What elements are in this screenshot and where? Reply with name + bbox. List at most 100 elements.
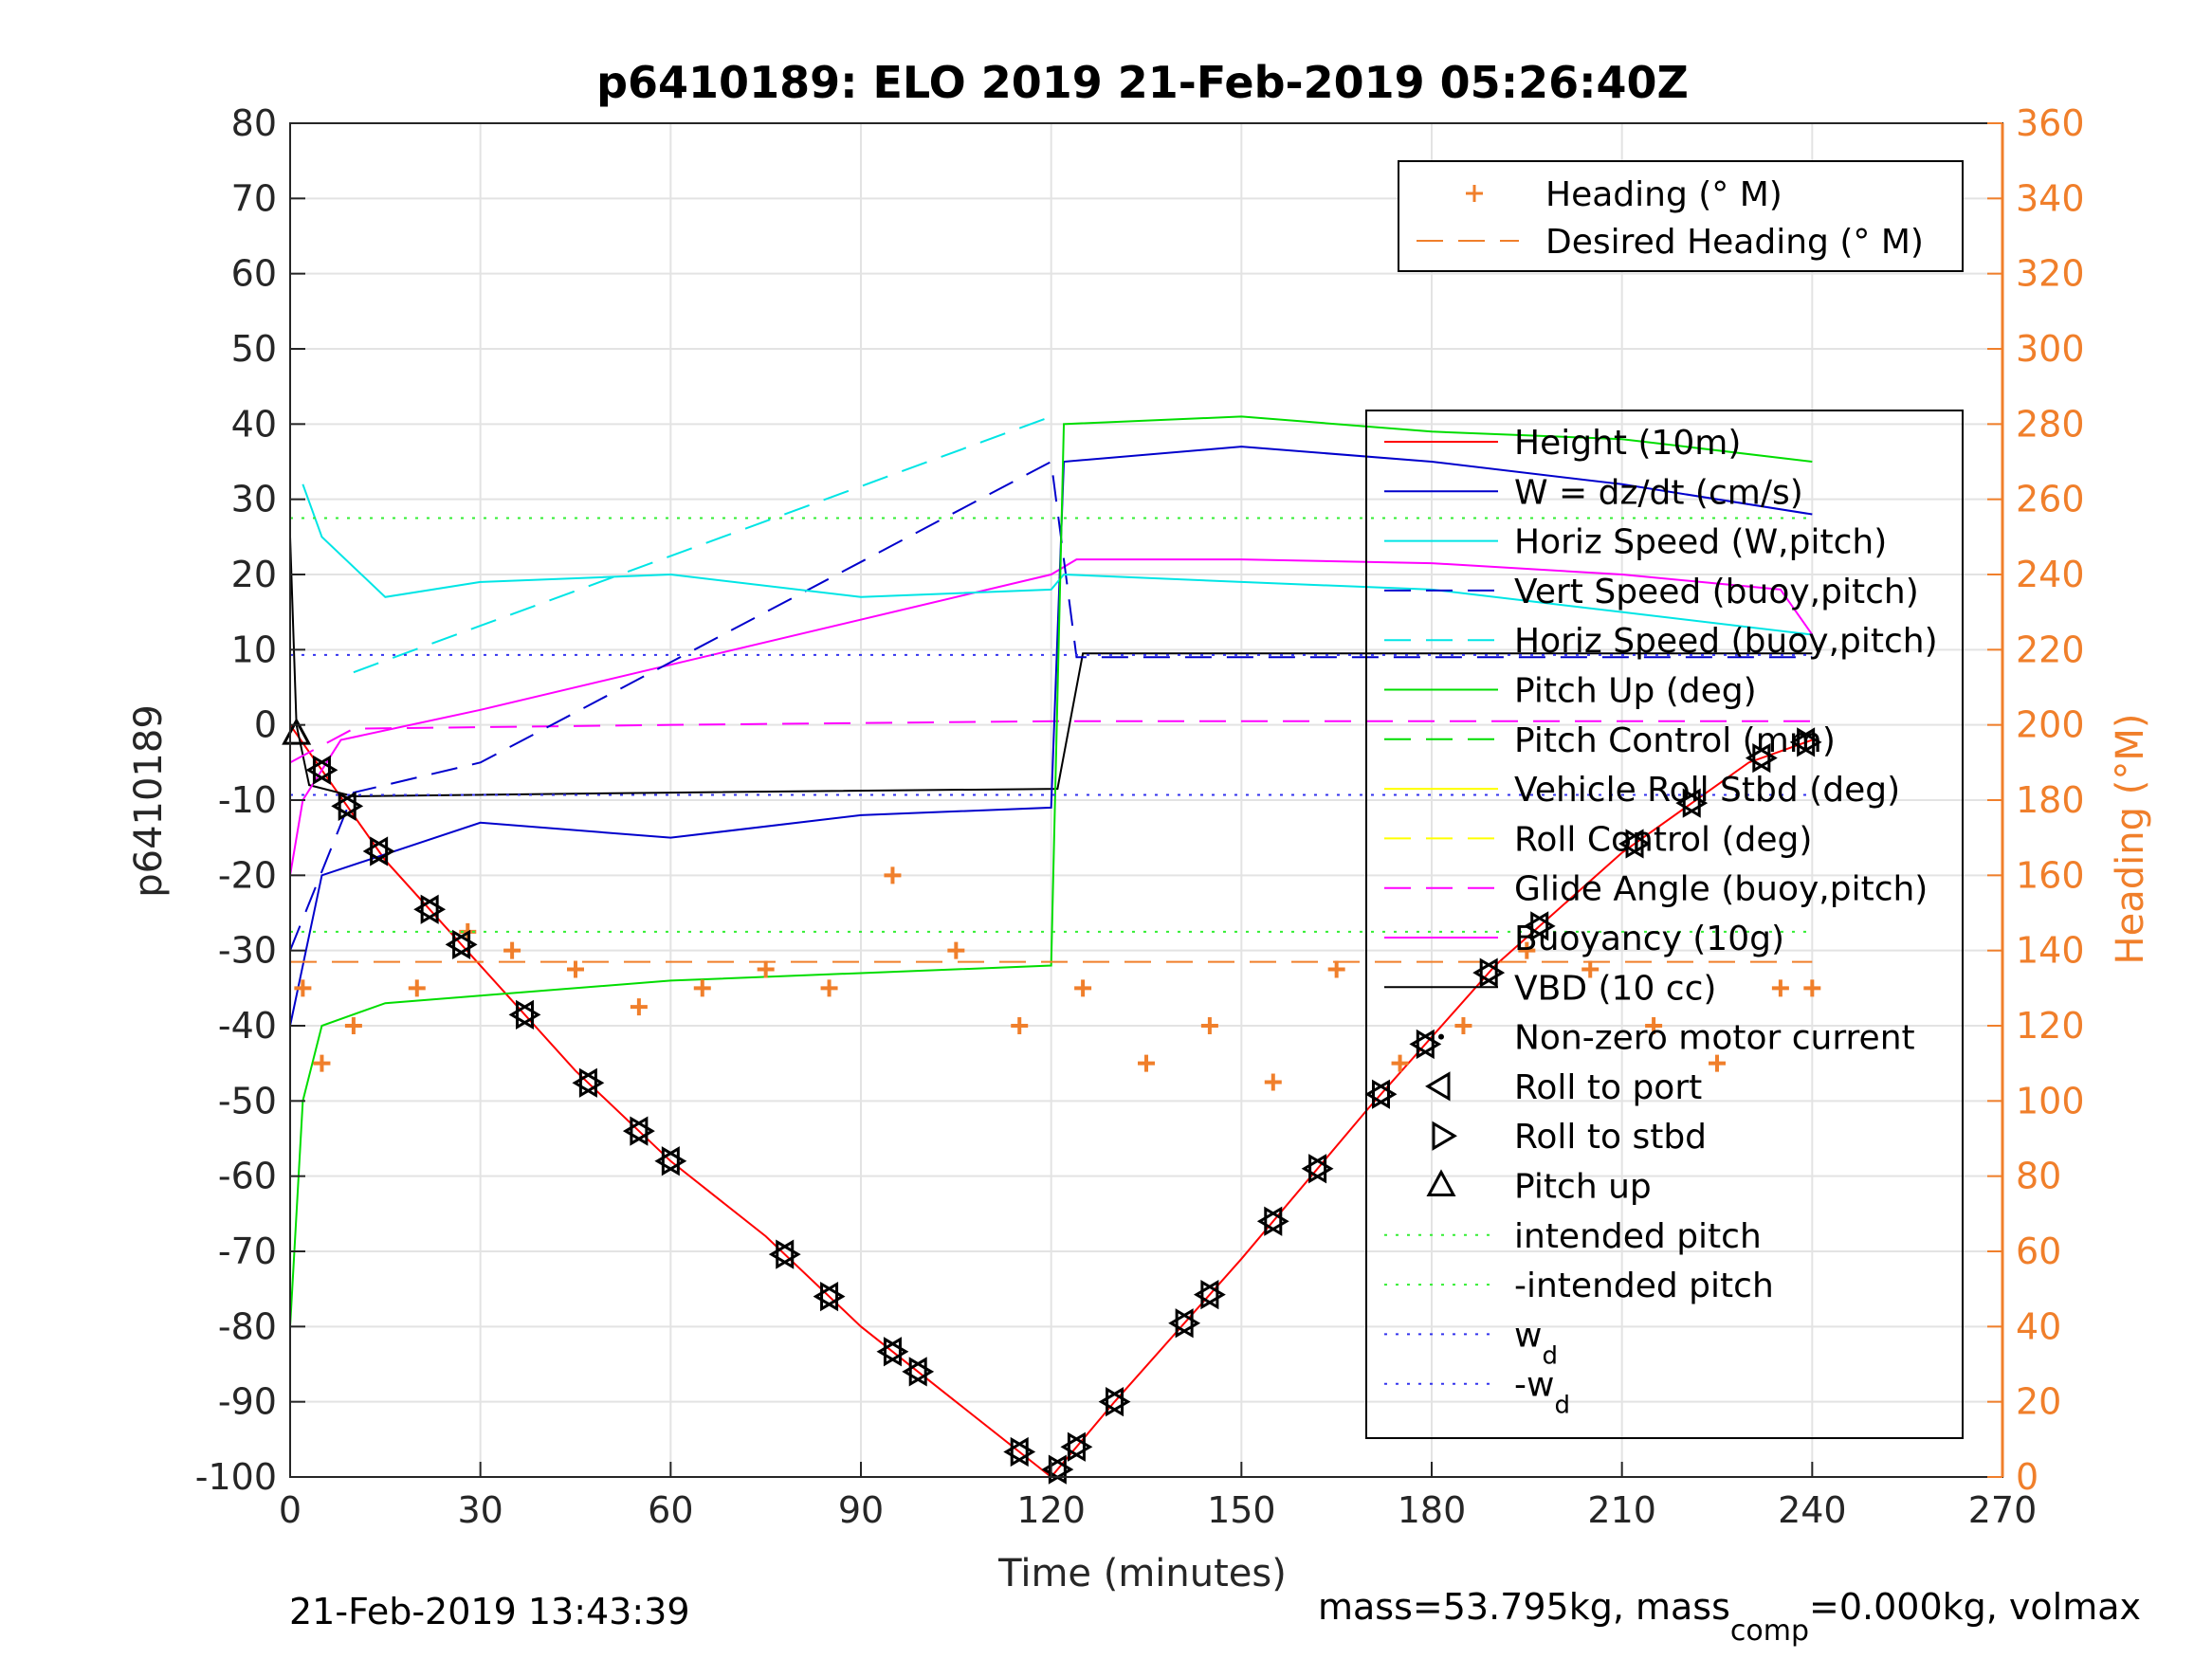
roll-to-port-marker	[1060, 1431, 1086, 1462]
y-axis-left: 80 70 60 50 40 30 20 10 0 -10 -20 -30 -40 -50 -60 -70 -8…	[195, 102, 305, 1498]
heading-point	[1200, 1017, 1218, 1034]
series-vbd-10-cc	[289, 537, 1813, 798]
y2-tick-label: 320	[2016, 253, 2085, 295]
legend-swatch	[1438, 1033, 1444, 1040]
heading-point	[1709, 1054, 1726, 1072]
heading-point	[1138, 1054, 1155, 1072]
roll-to-port-marker	[902, 1357, 927, 1387]
legend-label: Pitch Up (deg)	[1514, 672, 1757, 711]
roll-to-port-marker	[1618, 829, 1644, 859]
roll-to-port-marker	[1364, 1079, 1390, 1109]
y2-tick-label: 40	[2016, 1305, 2061, 1347]
x-tick-label: 270	[1968, 1489, 2038, 1531]
roll-to-port-marker	[1041, 1454, 1067, 1485]
roll-to-stbd-marker	[1067, 1431, 1093, 1462]
roll-to-stbd-marker	[370, 836, 395, 866]
y-tick-label: 20	[231, 554, 277, 595]
y-tick-label: 0	[254, 704, 277, 746]
roll-to-stbd-marker	[1530, 911, 1556, 941]
x-tick-label: 60	[648, 1489, 693, 1531]
roll-to-port-marker	[1301, 1154, 1327, 1184]
roll-to-stbd-marker	[1479, 957, 1506, 988]
series-buoyancy-10g	[289, 558, 1814, 876]
y2-tick-label: 360	[2016, 102, 2085, 144]
y2-axis-label: Heading (°M)	[2109, 714, 2152, 965]
roll-to-port-marker	[1472, 957, 1498, 988]
y-axis-label: p6410189	[127, 704, 171, 898]
y2-tick-label: 160	[2016, 854, 2085, 896]
roll-to-port-marker	[331, 791, 356, 821]
heading-point	[313, 1054, 331, 1072]
legend-label: intended pitch	[1514, 1217, 1762, 1256]
y-tick-label: 50	[231, 328, 277, 370]
y-tick-label: 40	[231, 403, 277, 445]
roll-to-port-marker	[572, 1067, 597, 1098]
y2-tick-label: 220	[2016, 629, 2085, 670]
y-tick-label: 60	[231, 253, 277, 295]
y-tick-label: -40	[218, 1005, 277, 1047]
roll-to-port-marker	[305, 755, 331, 785]
y2-tick-label: 280	[2016, 403, 2085, 445]
roll-to-stbd-marker	[578, 1067, 605, 1098]
roll-to-stbd-marker	[1264, 1206, 1289, 1236]
roll-to-stbd-marker	[1048, 1454, 1074, 1485]
legend-label-sub: d	[1554, 1392, 1570, 1420]
y-axis-right: 3603403203002802602402202001801601401201…	[1987, 102, 2085, 1498]
y2-tick-label: 60	[2016, 1231, 2061, 1272]
roll-to-stbd-marker	[452, 929, 478, 959]
legend-label: Roll Control (deg)	[1514, 820, 1812, 859]
x-tick-label: 0	[279, 1489, 302, 1531]
heading-point	[294, 979, 312, 997]
y-tick-label: -50	[218, 1080, 277, 1121]
x-tick-label: 150	[1207, 1489, 1276, 1531]
legend-swatch	[1466, 185, 1483, 202]
footer-mass: mass=53.795kg, masscomp=0.000kg, volmax	[1318, 1586, 2141, 1648]
legend-label: Horiz Speed (buoy,pitch)	[1514, 622, 1938, 661]
series-horiz-speed-w-pitch	[302, 483, 1813, 636]
roll-to-port-marker	[508, 999, 534, 1030]
roll-to-port-marker	[813, 1281, 839, 1312]
legend-heading: Heading (° M) Desired Heading (° M)	[1398, 160, 1964, 272]
x-tick-label: 30	[457, 1489, 503, 1531]
legend-label: Roll to port	[1514, 1068, 1702, 1107]
y2-tick-label: 260	[2016, 479, 2085, 520]
y2-tick-label: 0	[2016, 1456, 2038, 1498]
x-tick-label: 180	[1398, 1489, 1467, 1531]
roll-to-stbd-marker	[908, 1357, 935, 1387]
roll-to-stbd-marker	[515, 999, 541, 1030]
roll-to-stbd-marker	[1175, 1308, 1201, 1339]
legend-label: Desired Heading (° M)	[1545, 223, 1924, 262]
roll-to-port-marker	[1745, 742, 1771, 774]
legend-label: Glide Angle (buoy,pitch)	[1514, 870, 1928, 909]
roll-to-port-marker	[1098, 1387, 1124, 1417]
x-tick-label: 90	[838, 1489, 884, 1531]
footer-mass-b: =0.000kg, volmax	[1809, 1586, 2141, 1628]
legend-label: Heading (° M)	[1545, 175, 1782, 214]
roll-to-stbd-marker	[1797, 727, 1822, 757]
roll-to-stbd-marker	[1200, 1279, 1226, 1310]
roll-to-port-marker	[1168, 1308, 1194, 1339]
legend-label: Horiz Speed (W,pitch)	[1514, 523, 1887, 562]
y2-tick-label: 140	[2016, 930, 2085, 972]
x-tick-label: 120	[1016, 1489, 1086, 1531]
heading-point	[408, 979, 426, 997]
y-tick-label: -90	[218, 1381, 277, 1423]
legend-label: Vert Speed (buoy,pitch)	[1514, 573, 1919, 611]
y-tick-label: -30	[218, 930, 277, 972]
roll-to-port-marker	[445, 929, 471, 959]
roll-to-port-marker	[413, 894, 439, 924]
series-height-10m	[289, 724, 1813, 1479]
roll-to-stbd-marker	[820, 1281, 846, 1312]
chart-title: p6410189: ELO 2019 21-Feb-2019 05:26:40Z	[596, 57, 1689, 108]
roll-to-stbd-marker	[630, 1116, 655, 1146]
legend-label: Non-zero motor current	[1514, 1019, 1915, 1058]
marker-layer	[282, 718, 1822, 1485]
roll-to-port-marker	[1193, 1279, 1219, 1310]
legend-label: VBD (10 cc)	[1514, 969, 1716, 1008]
heading-point	[947, 941, 965, 959]
legend-label: Roll to stbd	[1514, 1118, 1707, 1157]
legend-label: Pitch Control (mm)	[1514, 721, 1836, 760]
heading-point	[630, 998, 648, 1016]
roll-to-port-marker	[1003, 1436, 1029, 1468]
roll-to-port-marker	[362, 836, 389, 866]
